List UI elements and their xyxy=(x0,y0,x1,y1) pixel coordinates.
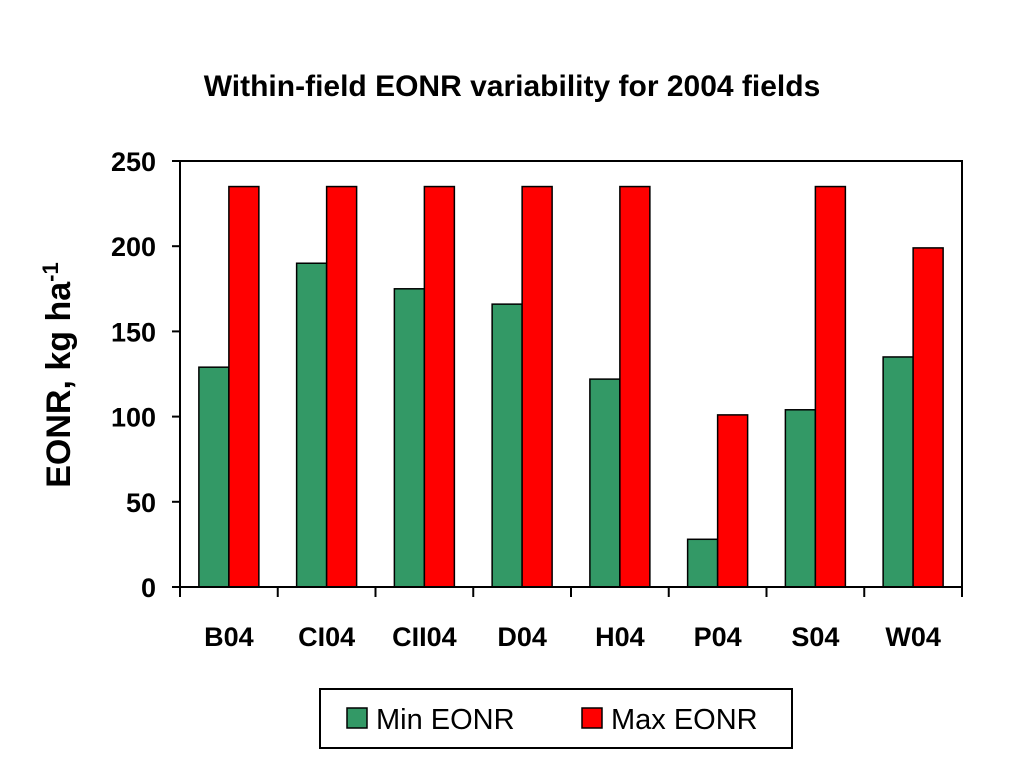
x-tick-label-cii04: CII04 xyxy=(392,622,457,652)
legend: Min EONR Max EONR xyxy=(319,688,793,749)
bar-max-ci04 xyxy=(325,185,358,588)
bar-max-s04 xyxy=(814,185,847,588)
x-tick-label-w04: W04 xyxy=(885,622,941,652)
bar-min-ci04 xyxy=(295,262,328,588)
bar-min-p04 xyxy=(686,538,719,588)
x-tick-label-d04: D04 xyxy=(497,622,547,652)
x-tick-label-p04: P04 xyxy=(694,622,742,652)
bar-min-d04 xyxy=(491,303,523,588)
legend-box xyxy=(319,688,793,749)
chart-title: Within-field EONR variability for 2004 f… xyxy=(204,70,821,103)
bar-max-p04 xyxy=(716,414,749,588)
y-tick-label-200: 200 xyxy=(111,232,156,262)
bar-max-cii04 xyxy=(423,185,456,588)
y-axis: 0 50 100 150 200 250 xyxy=(111,147,180,603)
bars-group xyxy=(198,185,944,588)
x-tick-label-h04: H04 xyxy=(595,622,645,652)
bar-min-h04 xyxy=(589,378,621,588)
bar-min-s04 xyxy=(784,409,817,588)
x-tick-label-ci04: CI04 xyxy=(298,622,355,652)
y-tick-label-150: 150 xyxy=(111,317,156,347)
legend-swatch-min xyxy=(346,707,368,729)
bar-max-w04 xyxy=(912,247,944,588)
bar-min-w04 xyxy=(882,356,914,588)
y-axis-label-main: EONR, kg ha xyxy=(40,281,78,488)
y-tick-label-100: 100 xyxy=(111,403,156,433)
bar-min-b04 xyxy=(198,366,230,588)
bar-max-d04 xyxy=(521,185,553,588)
legend-swatch-max xyxy=(581,707,603,729)
x-axis: B04 CI04 CII04 D04 H04 P04 S04 W04 xyxy=(179,587,963,652)
y-tick-label-0: 0 xyxy=(141,573,156,603)
bar-max-b04 xyxy=(228,185,260,588)
legend-label-max: Max EONR xyxy=(611,704,758,736)
legend-label-min: Min EONR xyxy=(376,704,515,736)
y-axis-label-superscript: -1 xyxy=(38,262,63,282)
bar-max-h04 xyxy=(619,185,651,588)
y-tick-label-250: 250 xyxy=(111,147,156,177)
x-tick-label-s04: S04 xyxy=(791,622,839,652)
x-tick-label-b04: B04 xyxy=(204,622,254,652)
y-axis-label: EONR, kg ha-1 xyxy=(38,262,78,488)
y-tick-label-50: 50 xyxy=(126,488,156,518)
bar-min-cii04 xyxy=(393,288,426,588)
